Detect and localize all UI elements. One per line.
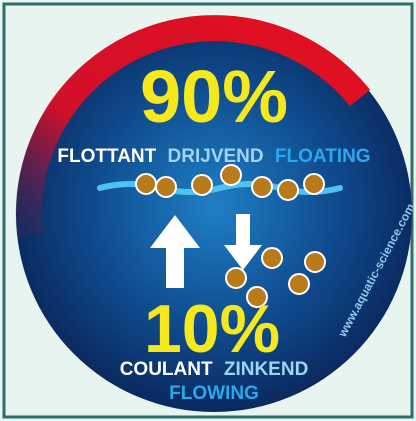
up-arrow — [150, 215, 200, 288]
pellet — [303, 173, 325, 195]
word-fr: COULANT — [120, 359, 213, 380]
pellets — [135, 164, 326, 308]
top-words: FLOTTANT DRIJVEND FLOATING — [57, 146, 370, 167]
pellet — [225, 267, 247, 289]
bottom-words: COULANT ZINKEND — [120, 359, 309, 380]
pellet — [277, 179, 299, 201]
pellet — [155, 176, 177, 198]
pellet — [288, 273, 310, 295]
red-arc — [15, 15, 371, 238]
pellet — [246, 286, 268, 308]
pellet — [251, 176, 273, 198]
word-fr: FLOTTANT — [57, 146, 156, 167]
pellet — [304, 251, 326, 273]
word-nl: DRIJVEND — [168, 146, 264, 167]
pellet — [220, 164, 242, 186]
word-en: FLOWING — [169, 383, 259, 404]
top-percent: 90% — [140, 55, 288, 138]
pellet — [191, 174, 213, 196]
word-nl: ZINKEND — [224, 359, 308, 380]
pellet — [135, 173, 157, 195]
bottom-percent: 10% — [144, 291, 280, 367]
disc — [16, 16, 412, 412]
word-en: FLOATING — [275, 146, 371, 167]
pellet — [261, 247, 283, 269]
down-arrow — [224, 214, 262, 270]
